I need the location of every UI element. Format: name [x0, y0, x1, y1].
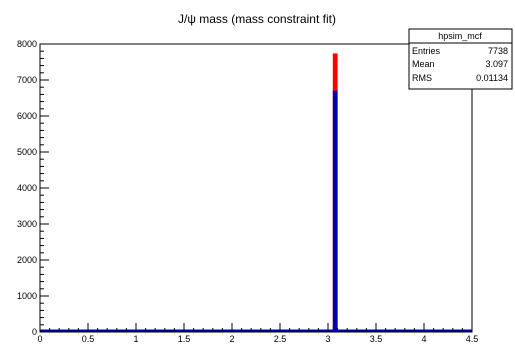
plot-frame — [39, 43, 473, 333]
x-tick-label: 4 — [421, 334, 426, 344]
x-tick-label: 4.5 — [466, 334, 479, 344]
x-tick-label: 2 — [229, 334, 234, 344]
x-tick-label: 3 — [325, 334, 330, 344]
stats-entries-label: Entries — [412, 46, 441, 56]
y-tick-label: 7000 — [17, 75, 37, 85]
y-tick-label: 0 — [32, 327, 37, 337]
x-tick-label: 0 — [37, 334, 42, 344]
stats-rms-label: RMS — [412, 73, 432, 83]
x-tick-label: 0.5 — [82, 334, 95, 344]
stats-box-frame — [408, 28, 513, 90]
y-tick-label: 1000 — [17, 291, 37, 301]
axes-layer: 0 0.5 1 1.5 2 2.5 3 3.5 4 4.5 0 1000 2000 3000 4000 500… — [17, 39, 478, 344]
y-tick-label: 8000 — [17, 39, 37, 49]
x-tick-label: 2.5 — [274, 334, 287, 344]
stats-mean-value: 3.097 — [485, 59, 508, 69]
stats-entries-value: 7738 — [488, 46, 508, 56]
stats-mean-label: Mean — [412, 59, 435, 69]
y-tick-label: 4000 — [17, 183, 37, 193]
stats-box-name: hpsim_mcf — [438, 31, 482, 41]
stats-rms-value: 0.01134 — [476, 73, 508, 83]
x-tick-label: 1 — [133, 334, 138, 344]
y-tick-label: 2000 — [17, 255, 37, 265]
bars-layer — [40, 53, 472, 333]
chart-title: J/ψ mass (mass constraint fit) — [178, 12, 336, 26]
histogram-bar-series-0-bin-0 — [332, 90, 338, 332]
x-tick-label: 1.5 — [178, 334, 191, 344]
x-tick-label: 3.5 — [370, 334, 383, 344]
y-tick-label: 6000 — [17, 111, 37, 121]
stats-box: hpsim_mcf Entries 7738 Mean 3.097 RMS 0.… — [408, 28, 513, 90]
y-tick-label: 3000 — [17, 219, 37, 229]
y-tick-label: 5000 — [17, 147, 37, 157]
